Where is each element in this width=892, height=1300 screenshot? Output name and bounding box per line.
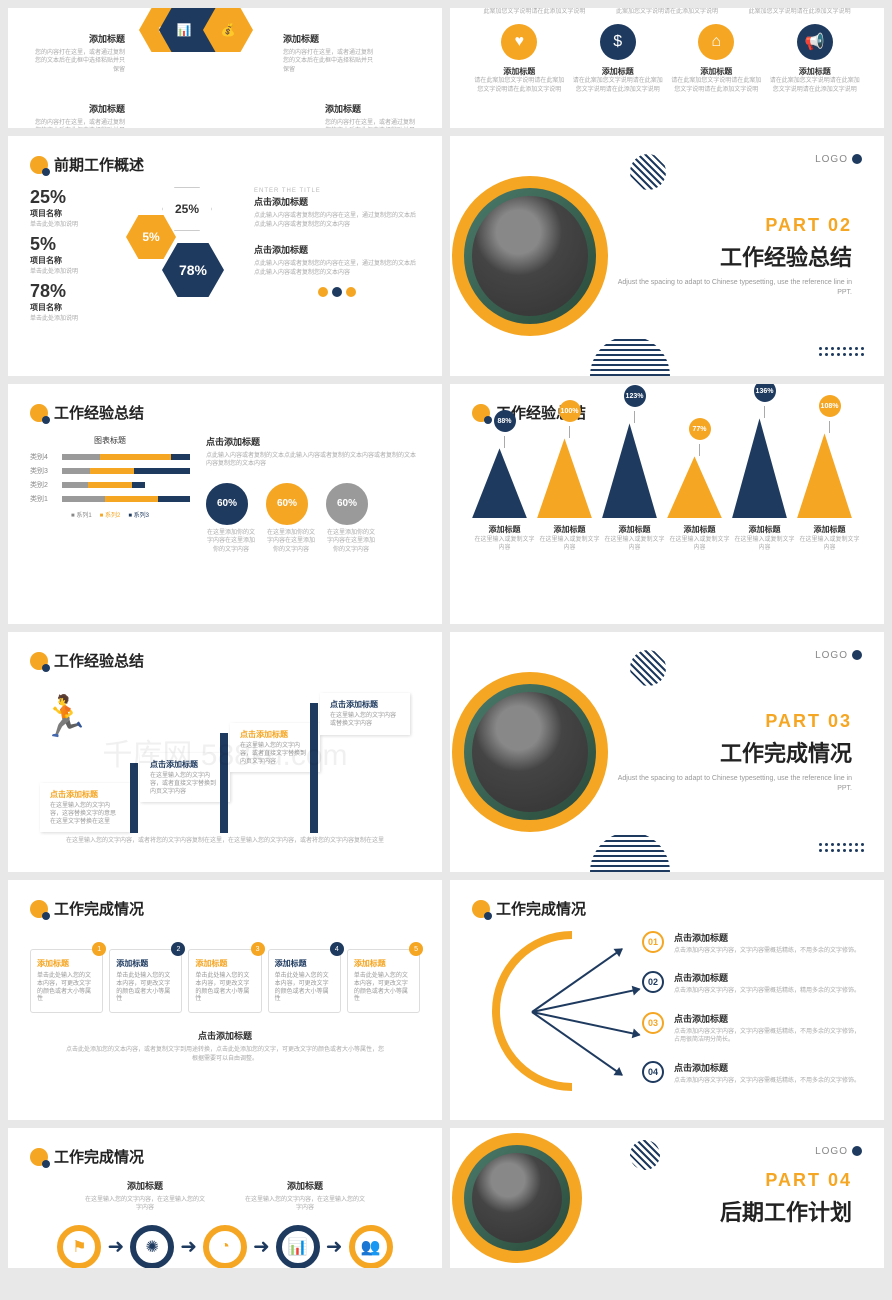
mountain: 108%添加标题在这里输入或复制文字内容	[797, 395, 862, 553]
icon-item: ♥ 添加标题 请在此案加您文字说明请在此案加您文字说明请在此添加文字说明	[472, 24, 567, 94]
slide-title: 工作完成情况	[54, 1146, 144, 1167]
part-subtitle: Adjust the spacing to adapt to Chinese t…	[608, 774, 852, 794]
flag-icon: ⚑	[57, 1225, 101, 1268]
slide-part-04: LOGO PART 04 后期工作计划	[450, 1128, 884, 1268]
runner-icon: 🏃	[40, 693, 90, 743]
card: 4添加标题单击此处输入您的文本内容，可更改文字的颜色或者大小等属性	[268, 949, 341, 1013]
slide-title: 工作完成情况	[496, 898, 586, 919]
icon-item: 📢 添加标题 请在此案加您文字说明请在此案加您文字说明请在此添加文字说明	[768, 24, 863, 94]
part-number: PART 04	[720, 1170, 852, 1191]
mountain: 100%添加标题在这里输入或复制文字内容	[537, 400, 602, 553]
bar-row: 类别3	[30, 466, 190, 476]
mountain-chart: 88%添加标题在这里输入或复制文字内容100%添加标题在这里输入或复制文字内容1…	[472, 443, 862, 553]
heart-icon: ♥	[501, 24, 537, 60]
slide-title: 工作经验总结	[54, 402, 144, 423]
item-title: 添加标题	[325, 102, 420, 115]
numbered-item: 02点击添加标题点击添加内容文字内容，文字内容需概括精练，精用多余的文字修饰。	[642, 971, 862, 995]
clock-icon: ◔	[203, 1225, 247, 1268]
slide-title: 前期工作概述	[54, 154, 144, 175]
item-title: 添加标题	[30, 102, 125, 115]
ring-stat: 60%在这里添加你的文字内容在这里添加你的文字内容	[326, 483, 376, 554]
part-number: PART 02	[608, 215, 852, 236]
item-desc: 您的内容打在这里，或者通过复制您的文本后在此框中选择粘贴并只保留	[30, 49, 125, 74]
numbered-item: 04点击添加标题点击添加内容文字内容，文字内容需概括精练，不用多余的文字修饰。	[642, 1061, 862, 1085]
slide-stairs: 工作经验总结 千库网 588ku.com 🏃 点击添加标题在这里输入您的文字内容…	[8, 632, 442, 872]
item-desc: 您的内容打在这里，或者通过复制您的文本后在此框中选择粘贴并只保留	[283, 49, 378, 74]
part-subtitle: Adjust the spacing to adapt to Chinese t…	[608, 278, 852, 298]
hero-image	[452, 672, 608, 832]
home-icon: ⌂	[698, 24, 734, 60]
part-title: 后期工作计划	[720, 1195, 852, 1227]
part-number: PART 03	[608, 711, 852, 732]
item-title: 添加标题	[283, 32, 378, 45]
slide-title: 工作完成情况	[54, 898, 144, 919]
bar-row: 类别1	[30, 494, 190, 504]
ring-stat: 60%在这里添加你的文字内容在这里添加你的文字内容	[266, 483, 316, 554]
logo: LOGO	[815, 154, 862, 165]
slide-bar-chart: 工作经验总结 图表标题 类别4类别3类别2类别1 ■ 系列1 ■ 系列2 ■ 系…	[8, 384, 442, 624]
ring-stat: 60%在这里添加你的文字内容在这里添加你的文字内容	[206, 483, 256, 554]
item-desc: 您的内容打在这里，或者通过复制您的文本后在此框中选择粘贴并只保留	[30, 119, 125, 128]
slide-flow: 工作完成情况 添加标题在这里输入您的文字内容，在这里输入您的文字内容 添加标题在…	[8, 1128, 442, 1268]
part-title: 工作经验总结	[608, 240, 852, 272]
card: 1添加标题单击此处输入您的文本内容，可更改文字的颜色或者大小等属性	[30, 949, 103, 1013]
megaphone-icon: 📢	[797, 24, 833, 60]
slide-icon-row: 此案加您文字说明请在此添加文字说明 此案加您文字说明请在此添加文字说明 此案加您…	[450, 8, 884, 128]
card: 5添加标题单击此处输入您的文本内容，可更改文字的颜色或者大小等属性	[347, 949, 420, 1013]
slide-bow: 工作完成情况 01点击添加标题点击添加内容文字内容，文字内容需概括精练，不用多余…	[450, 880, 884, 1120]
bar-row: 类别2	[30, 480, 190, 490]
hero-image	[452, 1133, 582, 1263]
mountain: 136%添加标题在这里输入或复制文字内容	[732, 384, 797, 553]
card: 3添加标题单击此处输入您的文本内容，可更改文字的颜色或者大小等属性	[188, 949, 261, 1013]
slide-hex-icons: 添加标题 您的内容打在这里，或者通过复制您的文本后在此框中选择粘贴并只保留 ✂ …	[8, 8, 442, 128]
slide-title: 工作经验总结	[54, 650, 144, 671]
icon-item: ⌂ 添加标题 请在此案加您文字说明请在此案加您文字说明请在此添加文字说明	[669, 24, 764, 94]
bar-chart: 类别4 类别3 类别2 类别1	[30, 452, 190, 504]
slide-part-02: LOGO PART 02 工作经验总结 Adjust the spacing t…	[450, 136, 884, 376]
slide-part-03: LOGO PART 03 工作完成情况 Adjust the spacing t…	[450, 632, 884, 872]
item-desc: 您的内容打在这里，或者通过复制您的文本后在此框中选择粘贴并只保留	[325, 119, 420, 128]
chart-icon: 📊	[276, 1225, 320, 1268]
slide-percentages: 前期工作概述 25%项目名称单击此处添加说明 5%项目名称单击此处添加说明 78…	[8, 136, 442, 376]
item-title: 添加标题	[30, 32, 125, 45]
people-icon: 👥	[349, 1225, 393, 1268]
part-title: 工作完成情况	[608, 736, 852, 768]
dollar-icon: $	[600, 24, 636, 60]
numbered-item: 03点击添加标题点击添加内容文字内容，文字内容需概括精练，不用多余的文字修饰，占…	[642, 1012, 862, 1045]
slide-mountains: 工作经验总结 88%添加标题在这里输入或复制文字内容100%添加标题在这里输入或…	[450, 384, 884, 624]
numbered-item: 01点击添加标题点击添加内容文字内容，文字内容需概括精练，不用多余的文字修饰。	[642, 931, 862, 955]
gear-icon: ✺	[130, 1225, 174, 1268]
card: 2添加标题单击此处输入您的文本内容，可更改文字的颜色或者大小等属性	[109, 949, 182, 1013]
mountain: 88%添加标题在这里输入或复制文字内容	[472, 410, 537, 553]
logo: LOGO	[815, 650, 862, 661]
mountain: 123%添加标题在这里输入或复制文字内容	[602, 385, 667, 553]
slide-cards: 工作完成情况 1添加标题单击此处输入您的文本内容，可更改文字的颜色或者大小等属性…	[8, 880, 442, 1120]
hero-image	[452, 176, 608, 336]
bow-diagram	[492, 931, 632, 1091]
logo: LOGO	[815, 1146, 862, 1157]
mountain: 77%添加标题在这里输入或复制文字内容	[667, 418, 732, 553]
bar-row: 类别4	[30, 452, 190, 462]
icon-item: $ 添加标题 请在此案加您文字说明请在此案加您文字说明请在此添加文字说明	[571, 24, 666, 94]
